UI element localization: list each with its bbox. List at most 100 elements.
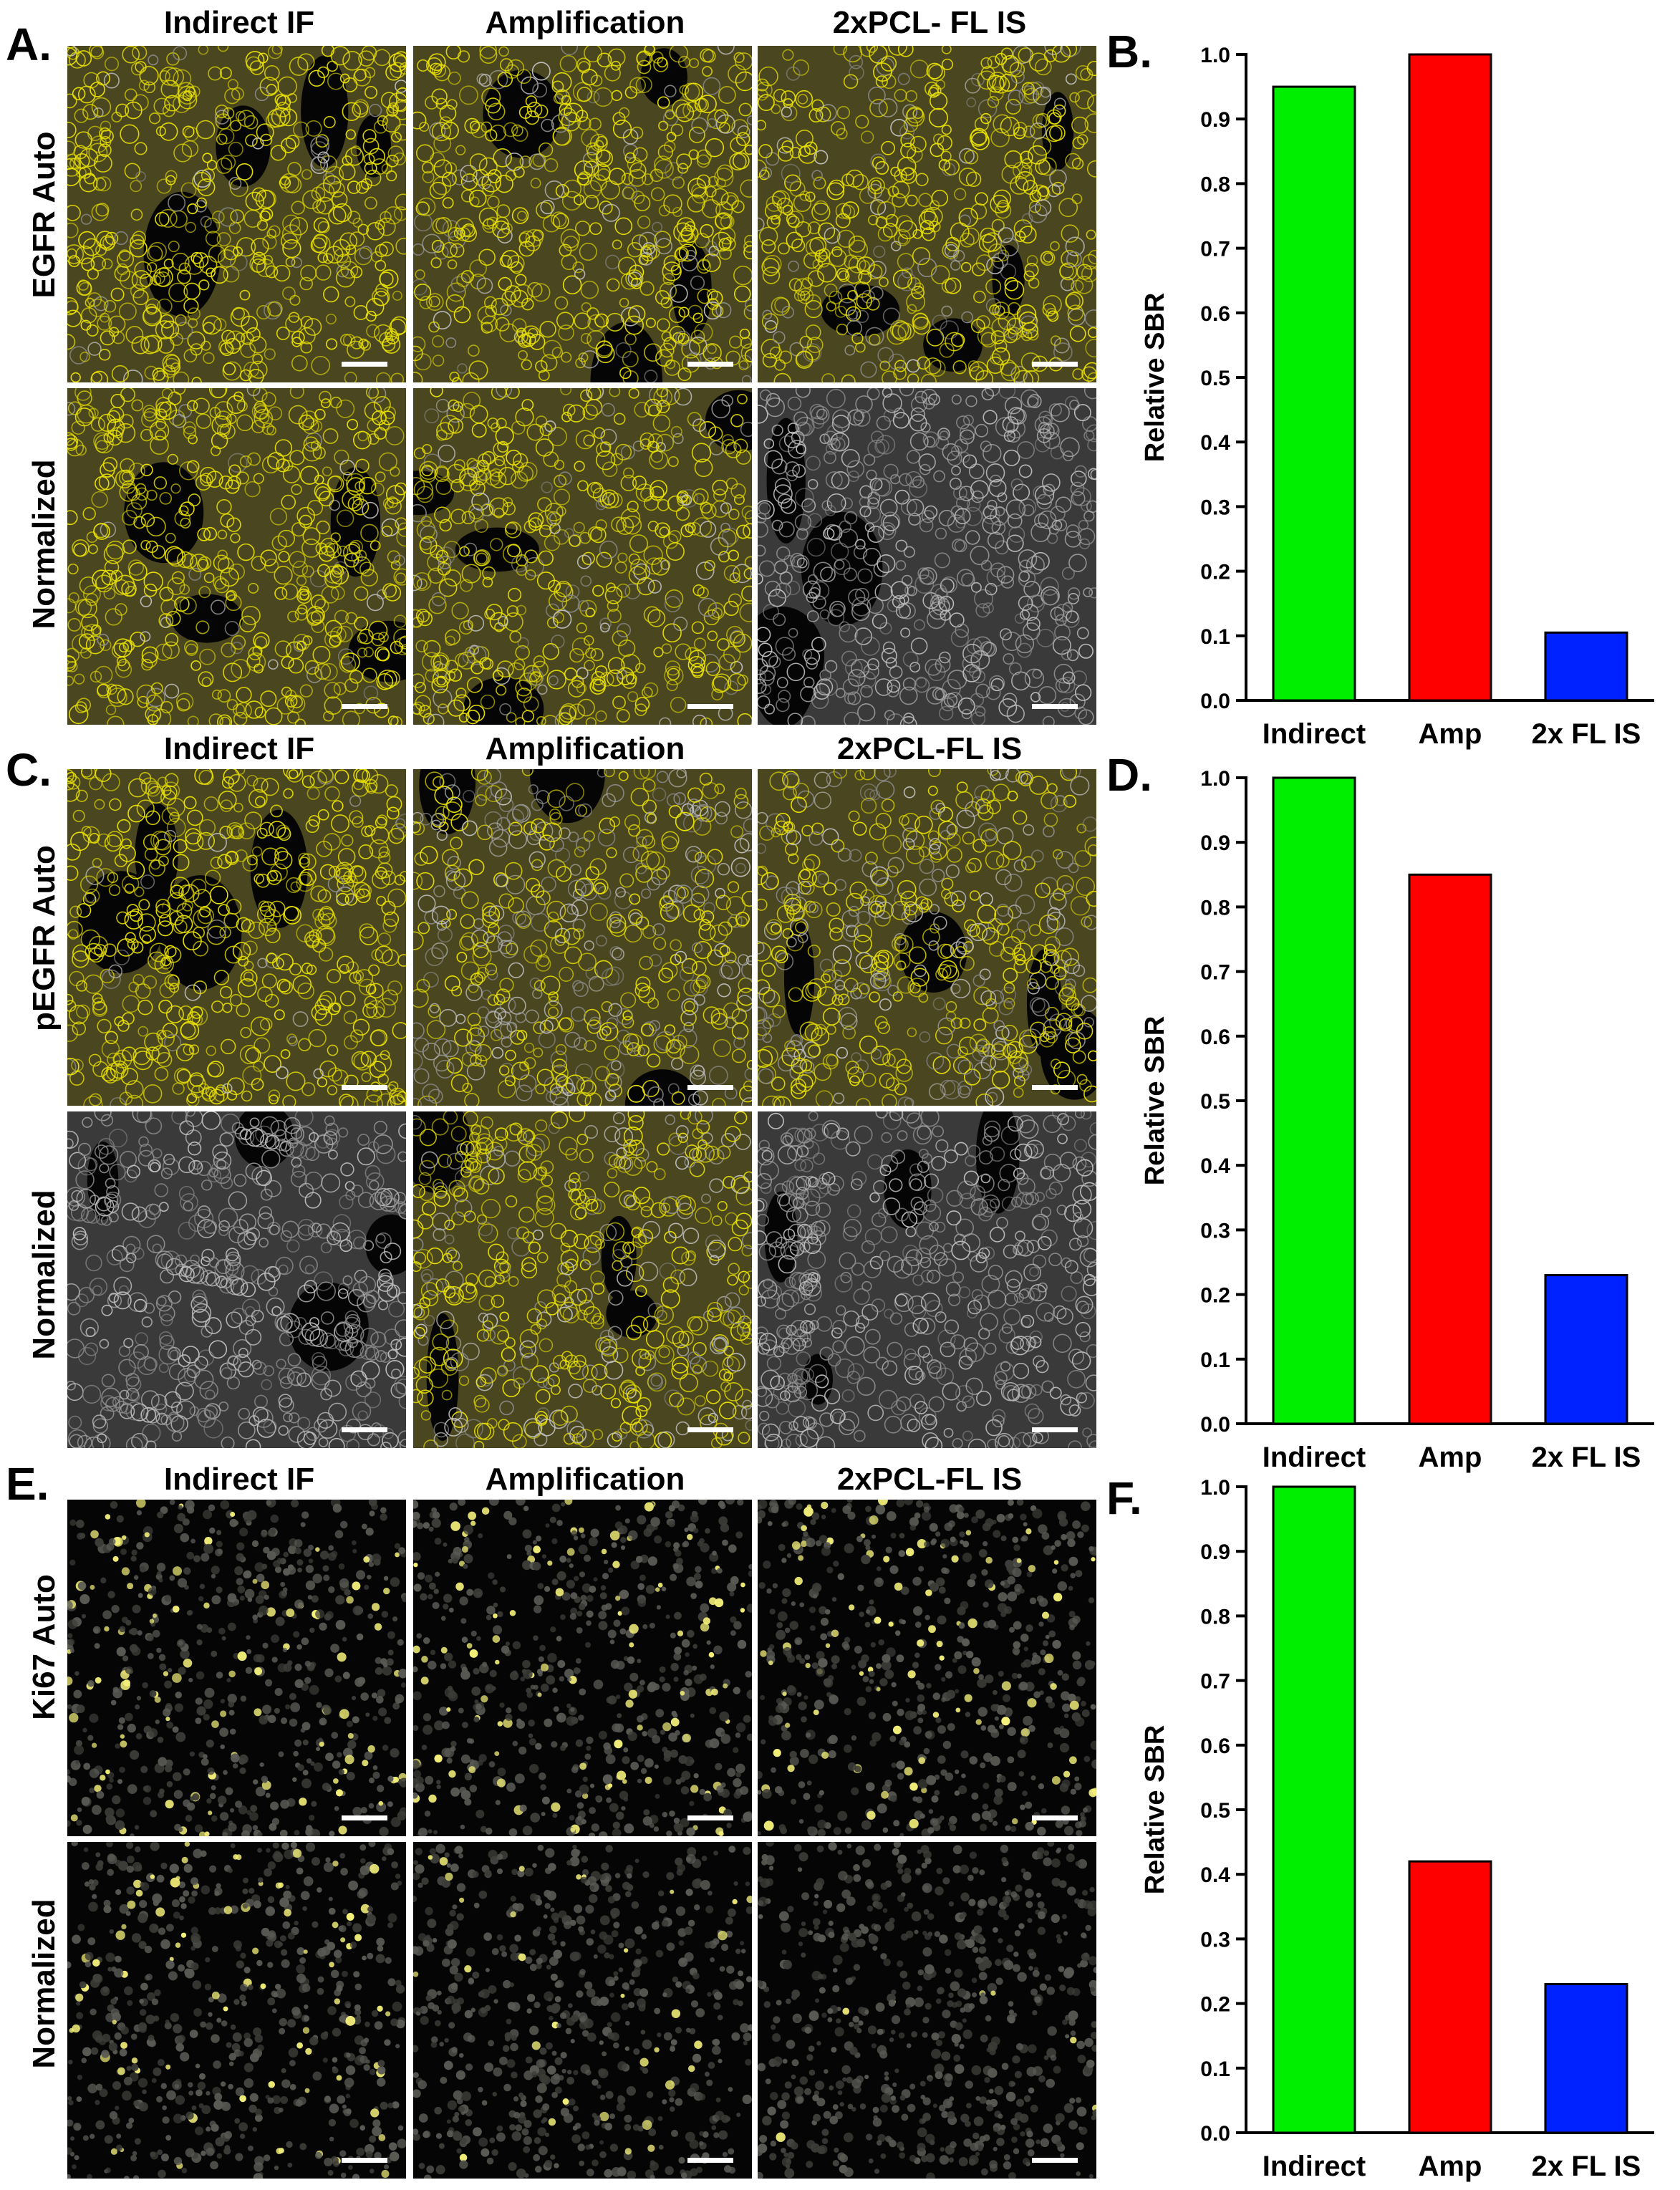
x-category-label: Amp	[1419, 2151, 1482, 2182]
y-tick-label: 0.8	[1200, 1605, 1230, 1629]
col-title-c-2: Amplification	[485, 731, 685, 766]
panel-letter-b: B.	[1106, 26, 1152, 77]
panel-letter-c: C.	[6, 744, 52, 796]
micrograph-c-r1-c2	[413, 769, 752, 1106]
micrograph-a-r1-c3	[758, 46, 1096, 382]
row-label-c-2: Normalized	[26, 1190, 62, 1360]
col-title-e-1: Indirect IF	[163, 1462, 315, 1497]
scale-bar	[342, 1815, 387, 1820]
y-tick-label: 0.0	[1200, 2122, 1230, 2146]
row-label-c-1: pEGFR Auto	[26, 845, 62, 1031]
micrograph-c-r2-c3	[758, 1111, 1096, 1448]
panel-letter-e: E.	[6, 1458, 49, 1510]
y-tick-label: 0.6	[1200, 1026, 1230, 1049]
scale-bar	[342, 2158, 387, 2163]
bar-3	[1544, 631, 1628, 702]
bar-chart-b-svg: 0.0 0.1 0.2 0.3 0.4 0.5 0.6 0.7 0.8 0.9 1.0 Relativ…	[1140, 44, 1654, 750]
y-tick-label: 0.3	[1200, 1928, 1230, 1952]
row-label-a-1: EGFR Auto	[26, 131, 62, 299]
y-tick-label: 0.7	[1200, 238, 1230, 261]
micrograph-e-r2-c3	[758, 1842, 1096, 2179]
scale-bar	[1032, 2158, 1078, 2163]
bar-3	[1544, 1983, 1628, 2134]
y-axis-title: Relative SBR	[1140, 293, 1170, 463]
col-title-e-2: Amplification	[485, 1462, 685, 1497]
row-label-e-2: Normalized	[26, 1899, 62, 2069]
y-tick-label: 1.0	[1200, 1476, 1230, 1500]
y-tick-label: 0.3	[1200, 1219, 1230, 1243]
micrograph-a-r2-c2	[413, 388, 752, 725]
scale-bar	[687, 362, 733, 367]
bar-1	[1272, 85, 1356, 702]
bar-chart-b: 0.0 0.1 0.2 0.3 0.4 0.5 0.6 0.7 0.8 0.9 1.0 Relativ…	[1124, 29, 1669, 752]
col-title-a-3: 2xPCL- FL IS	[832, 5, 1027, 40]
micrograph-a-r2-c1	[67, 388, 406, 725]
bar-chart-d: 0.0 0.1 0.2 0.3 0.4 0.5 0.6 0.7 0.8 0.9 1.0 Relativ…	[1124, 752, 1669, 1475]
micrograph-a-r2-c3	[758, 388, 1096, 725]
bar-1	[1272, 1485, 1356, 2134]
y-tick-label: 0.7	[1200, 961, 1230, 985]
bar-2	[1408, 1860, 1492, 2134]
x-category-label: Amp	[1419, 718, 1482, 750]
scale-bar	[342, 1427, 387, 1432]
y-tick-label: 0.5	[1200, 1090, 1230, 1114]
scale-bar	[1032, 704, 1078, 709]
panel-letter-a: A.	[6, 19, 52, 70]
y-tick-label: 0.4	[1200, 1154, 1230, 1178]
y-tick-label: 0.3	[1200, 496, 1230, 519]
y-tick-label: 0.9	[1200, 831, 1230, 855]
x-category-label: Amp	[1419, 1442, 1482, 1473]
micrograph-e-r1-c2	[413, 1500, 752, 1836]
y-tick-label: 0.4	[1200, 1863, 1230, 1887]
y-tick-label: 0.2	[1200, 561, 1230, 584]
micrograph-e-r2-c1	[67, 1842, 406, 2179]
col-title-a-1: Indirect IF	[163, 5, 315, 40]
col-title-e-3: 2xPCL-FL IS	[836, 1462, 1023, 1497]
bar-2	[1408, 53, 1492, 702]
bar-chart-f: 0.0 0.1 0.2 0.3 0.4 0.5 0.6 0.7 0.8 0.9 1.0 Relativ…	[1124, 1461, 1669, 2184]
x-category-label: 2x FL IS	[1532, 2151, 1641, 2182]
scale-bar	[1032, 362, 1078, 367]
y-tick-label: 0.5	[1200, 1799, 1230, 1823]
scale-bar	[342, 704, 387, 709]
y-tick-label: 1.0	[1200, 44, 1230, 67]
bar-1	[1272, 776, 1356, 1425]
col-title-c-3: 2xPCL-FL IS	[836, 731, 1023, 766]
scale-bar	[1032, 1815, 1078, 1820]
micrograph-c-r1-c1	[67, 769, 406, 1106]
scale-bar	[1032, 1085, 1078, 1090]
x-category-label: Indirect	[1263, 718, 1366, 750]
bar-chart-f-svg: 0.0 0.1 0.2 0.3 0.4 0.5 0.6 0.7 0.8 0.9 1.0 Relativ…	[1140, 1476, 1654, 2182]
micrograph-e-r1-c3	[758, 1500, 1096, 1836]
y-tick-label: 1.0	[1200, 767, 1230, 791]
scale-bar	[687, 1427, 733, 1432]
micrograph-c-r2-c2	[413, 1111, 752, 1448]
col-title-c-1: Indirect IF	[163, 731, 315, 766]
y-tick-label: 0.2	[1200, 1993, 1230, 2017]
y-axis-title: Relative SBR	[1140, 1725, 1170, 1895]
micrograph-a-r1-c2	[413, 46, 752, 382]
scale-bar	[342, 1085, 387, 1090]
bar-2	[1408, 873, 1492, 1425]
bar-chart-d-svg: 0.0 0.1 0.2 0.3 0.4 0.5 0.6 0.7 0.8 0.9 1.0 Relativ…	[1140, 767, 1654, 1473]
x-category-label: Indirect	[1263, 1442, 1366, 1473]
y-tick-label: 0.9	[1200, 108, 1230, 132]
y-tick-label: 0.8	[1200, 173, 1230, 196]
x-category-label: 2x FL IS	[1532, 718, 1641, 750]
y-tick-label: 0.1	[1200, 625, 1230, 649]
row-label-e-1: Ki67 Auto	[26, 1574, 62, 1720]
x-category-label: 2x FL IS	[1532, 1442, 1641, 1473]
micrograph-c-r1-c3	[758, 769, 1096, 1106]
y-tick-label: 0.1	[1200, 1349, 1230, 1372]
row-label-a-2: Normalized	[26, 459, 62, 629]
y-tick-label: 0.0	[1200, 690, 1230, 713]
panel-letter-f: F.	[1106, 1472, 1142, 1524]
y-tick-label: 0.1	[1200, 2058, 1230, 2081]
panel-letter-d: D.	[1106, 749, 1152, 801]
x-category-label: Indirect	[1263, 2151, 1366, 2182]
y-tick-label: 0.2	[1200, 1284, 1230, 1308]
y-axis-title: Relative SBR	[1140, 1016, 1170, 1186]
scale-bar	[1032, 1427, 1078, 1432]
y-tick-label: 0.6	[1200, 1735, 1230, 1758]
scale-bar	[687, 1085, 733, 1090]
